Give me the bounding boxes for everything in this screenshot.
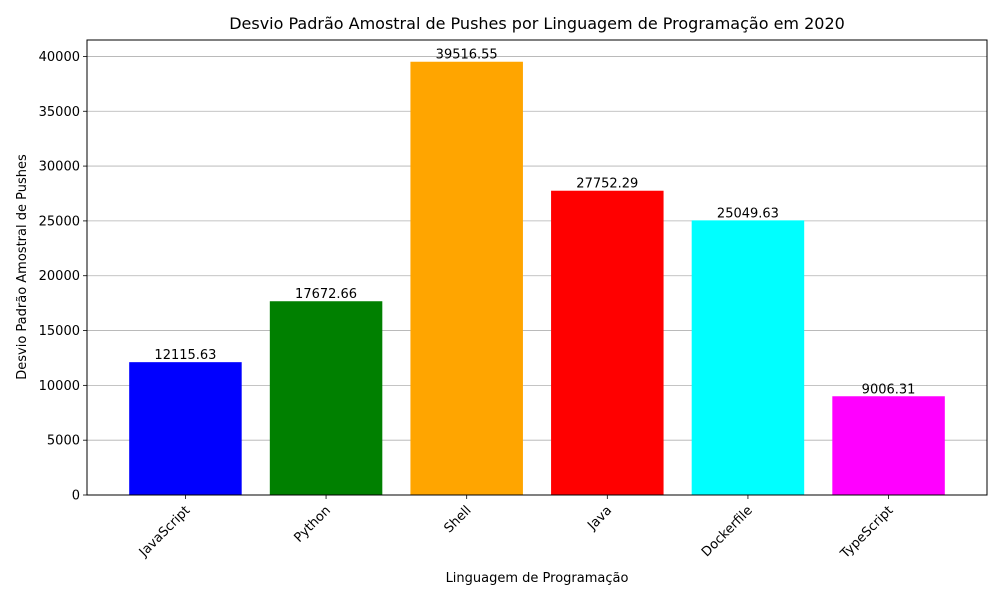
data-labels: 12115.63 17672.66 39516.55 27752.29 25049.63… — [154, 48, 915, 398]
y-tick-label: 30000 — [39, 160, 80, 175]
x-tick-label: JavaScript — [136, 503, 193, 560]
data-label: 12115.63 — [154, 348, 216, 363]
bar — [410, 61, 523, 496]
y-tick-label: 15000 — [39, 324, 80, 339]
y-tick-label: 25000 — [39, 214, 80, 229]
x-tick-label: Shell — [441, 503, 474, 536]
x-axis-ticks: JavaScript Python Shell Java Dockerfile TypeS… — [136, 495, 896, 562]
y-tick-label: 20000 — [39, 269, 80, 284]
x-axis-title: Linguagem de Programação — [446, 571, 629, 586]
y-tick-label: 10000 — [39, 379, 80, 394]
bar — [551, 190, 664, 495]
x-tick-label: Dockerfile — [699, 503, 756, 560]
x-tick-label: Python — [291, 503, 333, 545]
data-label: 39516.55 — [436, 48, 498, 63]
data-label: 9006.31 — [862, 382, 916, 397]
x-tick-label: Java — [584, 503, 615, 534]
data-label: 27752.29 — [576, 177, 638, 192]
bar — [269, 301, 383, 495]
data-label: 17672.66 — [295, 287, 357, 302]
y-tick-label: 35000 — [39, 105, 80, 120]
y-tick-label: 40000 — [39, 50, 80, 65]
data-label: 25049.63 — [717, 206, 779, 221]
x-tick-label: TypeScript — [837, 503, 896, 562]
bar — [129, 362, 242, 495]
bar — [832, 396, 945, 495]
chart-title: Desvio Padrão Amostral de Pushes por Lin… — [229, 14, 845, 33]
axes — [86, 39, 988, 496]
y-tick-label: 5000 — [47, 434, 80, 449]
y-axis-title: Desvio Padrão Amostral de Pushes — [15, 154, 30, 380]
y-axis-ticks: 0 5000 10000 15000 20000 25000 30000 35000 40000 — [39, 50, 87, 504]
y-tick-label: 0 — [72, 489, 80, 504]
bar — [691, 220, 805, 495]
bars — [129, 61, 945, 496]
plot-frame — [86, 39, 988, 496]
